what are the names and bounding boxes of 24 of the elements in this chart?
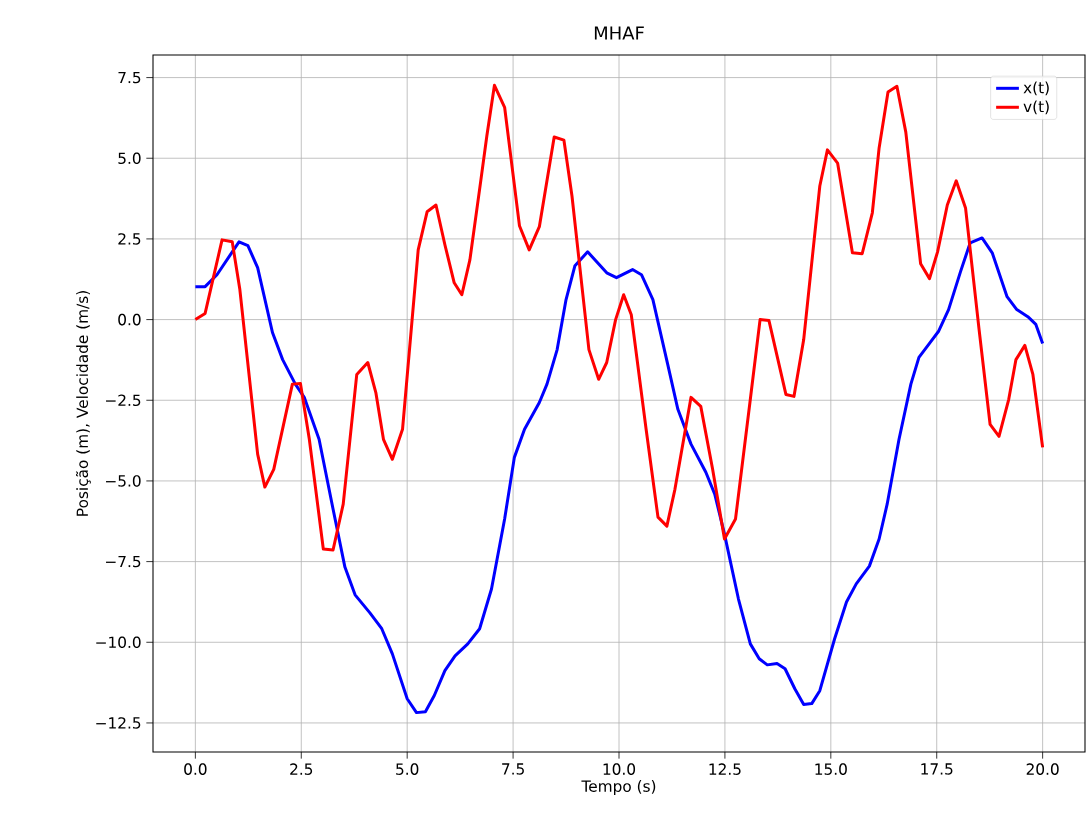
legend-label: v(t) xyxy=(1023,100,1049,115)
x-tick-label: 7.5 xyxy=(502,763,524,775)
y-tick-label: 5.0 xyxy=(118,152,141,165)
y-tick-label: −10.0 xyxy=(96,636,141,649)
chart-title: MHAF xyxy=(594,26,644,40)
legend-label: x(t) xyxy=(1023,81,1049,96)
y-tick-label: −5.0 xyxy=(106,475,141,487)
y-tick-label: 7.5 xyxy=(118,71,141,84)
y-tick-label: −7.5 xyxy=(106,555,141,568)
y-axis-title: Posição (m), Velocidade (m/s) xyxy=(75,291,91,516)
y-tick-label: 2.5 xyxy=(118,233,141,245)
x-axis-title: Tempo (s) xyxy=(581,780,656,795)
x-tick-label: 10.0 xyxy=(603,763,636,775)
y-tick-label: −12.5 xyxy=(96,717,141,729)
x-tick-label: 0.0 xyxy=(184,763,207,775)
x-tick-label: 2.5 xyxy=(290,763,313,775)
line-series xyxy=(193,236,1045,715)
x-tick-label: 15.0 xyxy=(815,763,847,775)
x-tick-label: 12.5 xyxy=(709,763,741,775)
y-tick-label: 0.0 xyxy=(118,313,141,326)
x-tick-label: 20.0 xyxy=(1026,763,1059,775)
x-tick-label: 17.5 xyxy=(921,763,953,775)
x-tick-label: 5.0 xyxy=(396,763,419,775)
y-tick-label: −2.5 xyxy=(106,394,141,407)
